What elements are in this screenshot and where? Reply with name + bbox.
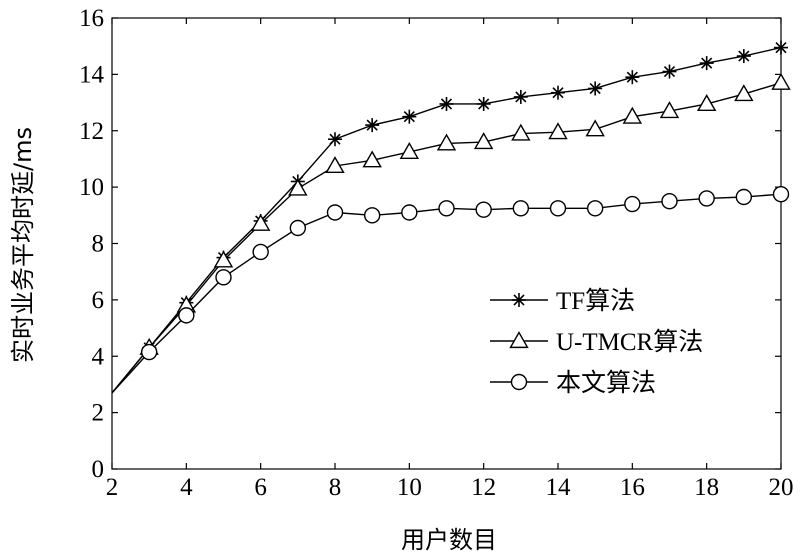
legend-entry: 本文算法 xyxy=(490,369,656,397)
data-point xyxy=(363,207,381,224)
data-point xyxy=(401,204,418,221)
star-stroke xyxy=(701,57,713,69)
data-point xyxy=(512,200,530,217)
data-point xyxy=(659,101,680,119)
star-stroke xyxy=(552,87,564,99)
star-stroke xyxy=(663,65,676,78)
y-tick-label: 6 xyxy=(92,287,105,314)
data-point xyxy=(661,193,678,210)
x-tick-label: 8 xyxy=(329,474,342,501)
data-point xyxy=(436,133,457,151)
data-point xyxy=(439,96,454,111)
star-stroke xyxy=(626,71,638,83)
data-point xyxy=(511,123,531,141)
data-point xyxy=(362,150,382,168)
data-point xyxy=(252,243,269,261)
y-axis-title: 实时业务平均时延/ms xyxy=(9,127,37,363)
data-point xyxy=(774,40,788,55)
data-point xyxy=(365,118,380,133)
legend-entry: U-TMCR算法 xyxy=(490,328,703,356)
x-tick-label: 14 xyxy=(546,474,572,501)
data-point xyxy=(696,94,717,112)
legend-marker xyxy=(512,293,526,307)
data-point xyxy=(213,250,234,268)
series-circle xyxy=(111,185,790,394)
data-point xyxy=(662,64,677,79)
data-point xyxy=(585,119,605,137)
x-tick-label: 18 xyxy=(694,474,719,501)
data-point xyxy=(625,70,640,85)
data-point xyxy=(588,81,603,96)
data-point xyxy=(326,204,344,221)
x-axis-title: 用户数目 xyxy=(401,526,497,554)
y-tick-label: 10 xyxy=(79,174,104,201)
data-point xyxy=(475,201,492,218)
plot-frame xyxy=(111,17,782,470)
series-triangle xyxy=(111,72,791,394)
data-point xyxy=(476,96,491,111)
x-tick-label: 6 xyxy=(254,474,267,501)
x-tick-label: 16 xyxy=(620,474,645,501)
star-stroke xyxy=(403,111,415,123)
legend-marker xyxy=(509,331,529,349)
data-point xyxy=(772,185,790,203)
legend-marker xyxy=(510,373,528,391)
series-layer xyxy=(111,40,791,394)
data-point xyxy=(699,56,714,71)
y-tick-label: 8 xyxy=(92,231,105,258)
legend-label: 本文算法 xyxy=(556,369,656,397)
data-point xyxy=(549,200,567,217)
data-point xyxy=(140,343,158,361)
data-point xyxy=(736,49,751,64)
data-point xyxy=(586,200,604,217)
y-tick-label: 12 xyxy=(79,118,104,145)
y-tick-label: 0 xyxy=(92,456,105,483)
data-point xyxy=(735,188,753,206)
data-point xyxy=(178,307,195,324)
legend-label: TF算法 xyxy=(556,287,635,315)
star-stroke xyxy=(366,119,378,131)
data-point xyxy=(325,156,345,174)
series-line xyxy=(111,193,782,394)
data-point xyxy=(734,84,754,102)
data-point xyxy=(289,219,307,237)
data-point xyxy=(250,213,271,231)
y-tick-label: 16 xyxy=(79,5,104,32)
data-point xyxy=(622,106,643,124)
y-tick-label: 4 xyxy=(92,343,105,370)
data-point xyxy=(215,269,232,286)
data-point xyxy=(438,200,455,217)
data-point xyxy=(624,195,641,213)
star-stroke xyxy=(775,41,787,54)
data-point xyxy=(402,109,417,124)
data-point xyxy=(288,178,308,196)
star-stroke xyxy=(478,98,490,110)
data-point xyxy=(513,89,528,104)
data-point xyxy=(698,190,715,207)
star-stroke xyxy=(329,133,341,145)
data-point xyxy=(399,141,420,159)
data-point xyxy=(473,132,494,150)
data-point xyxy=(551,85,565,100)
star-stroke xyxy=(589,82,601,95)
x-tick-label: 20 xyxy=(769,474,794,501)
star-stroke xyxy=(515,91,527,103)
legend-entry: TF算法 xyxy=(490,287,635,315)
x-tick-label: 12 xyxy=(471,474,496,501)
y-tick-label: 14 xyxy=(79,61,105,88)
star-stroke xyxy=(513,294,525,306)
x-tick-label: 2 xyxy=(106,474,119,501)
x-tick-label: 4 xyxy=(180,474,193,501)
data-point xyxy=(771,72,791,90)
data-point xyxy=(548,122,568,140)
data-point xyxy=(328,132,342,147)
y-tick-label: 2 xyxy=(92,400,105,427)
star-stroke xyxy=(738,50,750,62)
star-stroke xyxy=(440,98,453,110)
legend-label: U-TMCR算法 xyxy=(556,328,703,356)
x-tick-label: 10 xyxy=(397,474,422,501)
